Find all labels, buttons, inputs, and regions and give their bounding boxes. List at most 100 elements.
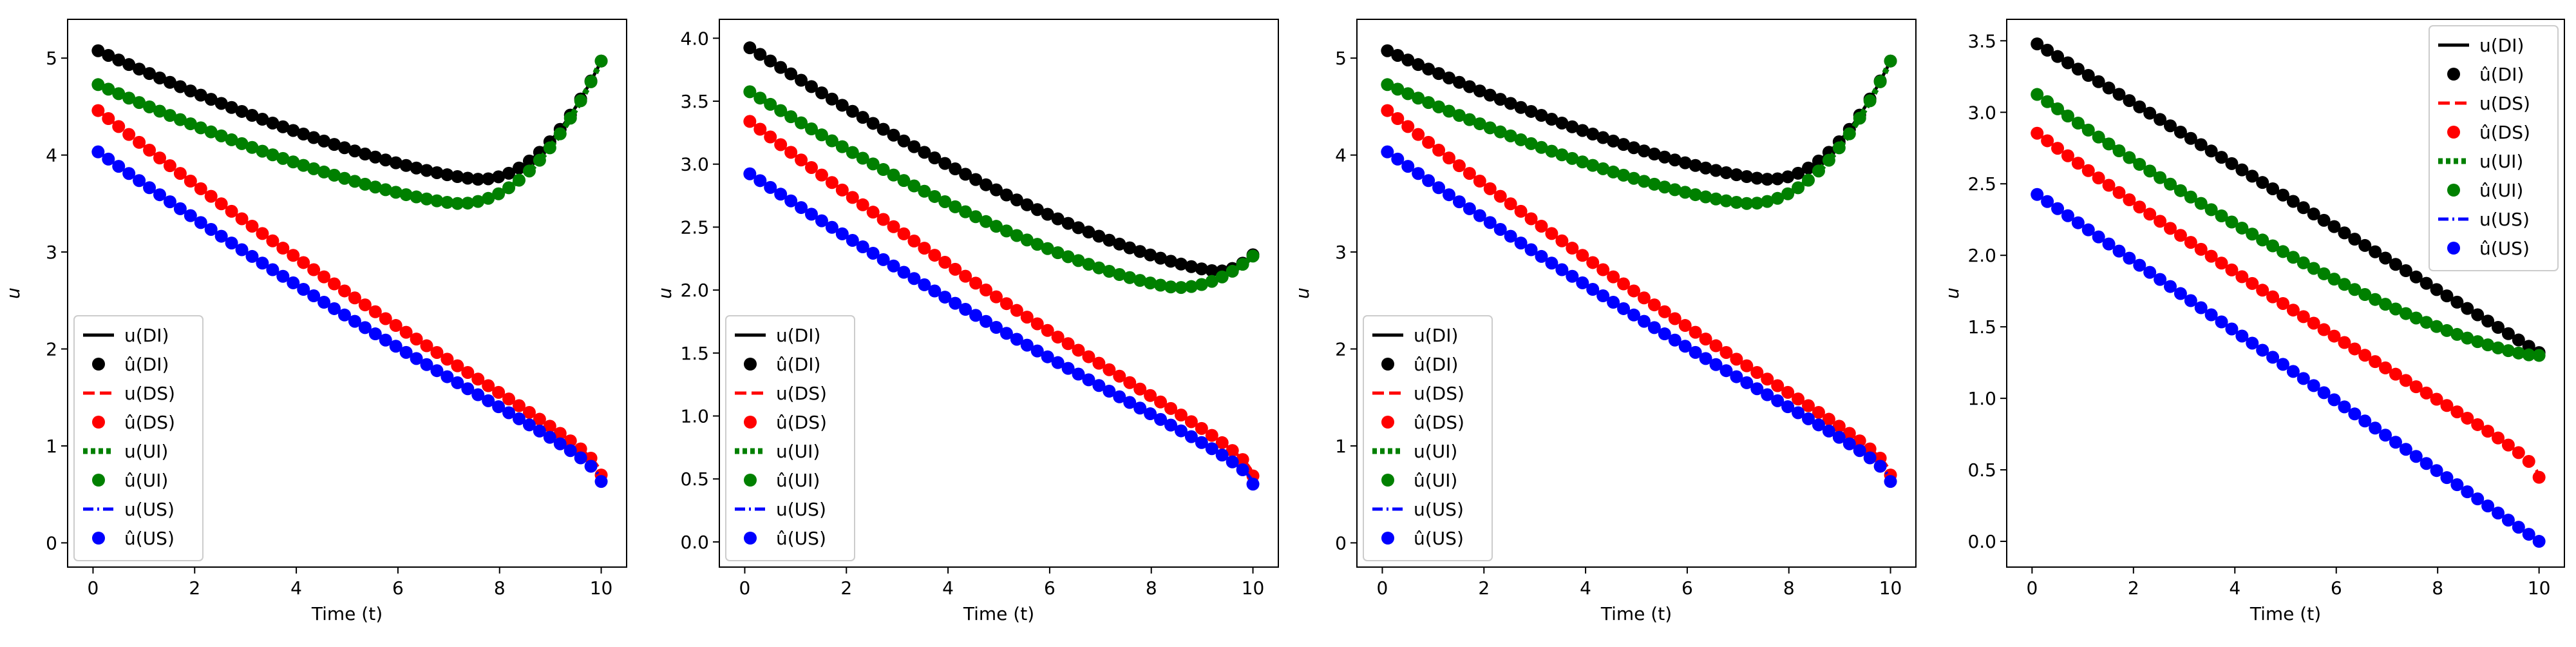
data-point-ds bbox=[764, 130, 777, 144]
data-point-us bbox=[1740, 376, 1754, 389]
x-tick-label: 4 bbox=[942, 577, 954, 599]
data-point-us bbox=[2317, 386, 2331, 400]
data-point-di bbox=[2409, 270, 2423, 284]
data-point-us bbox=[184, 209, 197, 222]
data-point-us bbox=[2420, 457, 2433, 470]
legend-marker-ds bbox=[1381, 416, 1394, 429]
data-point-di bbox=[2123, 94, 2136, 108]
data-point-ds bbox=[2123, 193, 2136, 207]
data-point-ds bbox=[1750, 365, 1764, 379]
data-point-us bbox=[1802, 412, 1815, 425]
x-tick-label: 6 bbox=[392, 577, 404, 599]
data-point-us bbox=[2307, 379, 2320, 392]
data-point-ui bbox=[307, 162, 321, 175]
data-point-ui bbox=[1802, 173, 1815, 187]
data-point-di bbox=[482, 172, 495, 186]
data-point-ds bbox=[245, 219, 259, 233]
data-point-ui bbox=[204, 125, 218, 139]
data-point-us bbox=[1545, 256, 1558, 270]
data-point-di bbox=[2133, 100, 2146, 113]
data-point-ui bbox=[2348, 283, 2362, 296]
data-point-ui bbox=[1832, 141, 1846, 155]
data-point-di bbox=[2492, 321, 2505, 334]
data-point-di bbox=[266, 116, 279, 130]
data-point-us bbox=[2532, 535, 2546, 548]
legend-marker-ui bbox=[1381, 474, 1394, 487]
data-point-us bbox=[1566, 269, 1579, 283]
data-point-ui bbox=[1452, 109, 1466, 122]
y-tick-label: 2.0 bbox=[1967, 245, 1996, 266]
data-point-di bbox=[866, 117, 880, 130]
data-point-us bbox=[410, 352, 423, 365]
data-point-ds bbox=[1566, 242, 1579, 255]
data-point-di bbox=[1586, 128, 1600, 141]
data-point-di bbox=[918, 146, 931, 159]
data-point-ds bbox=[348, 291, 361, 305]
legend-label-marker-us: û(US) bbox=[1414, 528, 1464, 549]
data-point-di bbox=[2430, 283, 2443, 296]
data-point-ds bbox=[1215, 436, 1229, 449]
data-point-di bbox=[949, 162, 962, 176]
data-point-ui bbox=[2092, 130, 2105, 144]
data-point-di bbox=[1524, 104, 1538, 118]
data-point-us bbox=[2297, 372, 2310, 385]
legend-marker-us bbox=[2447, 242, 2460, 255]
data-point-di bbox=[112, 53, 126, 67]
data-point-ui bbox=[1566, 151, 1579, 165]
data-point-ds bbox=[969, 276, 983, 290]
data-point-ds bbox=[471, 372, 485, 386]
data-point-us bbox=[897, 266, 911, 279]
data-point-us bbox=[173, 202, 187, 215]
data-point-us bbox=[2276, 358, 2289, 371]
data-point-us bbox=[1792, 406, 1805, 420]
data-point-us bbox=[1607, 296, 1620, 309]
data-point-ds bbox=[1689, 325, 1702, 339]
data-point-ds bbox=[753, 122, 767, 136]
legend-label-marker-us: û(US) bbox=[776, 528, 826, 549]
data-point-ui bbox=[399, 188, 413, 202]
data-point-ds bbox=[1133, 382, 1147, 396]
data-point-us bbox=[379, 333, 392, 347]
data-point-us bbox=[1030, 344, 1044, 358]
data-point-ui bbox=[2501, 344, 2515, 358]
data-point-us bbox=[876, 253, 890, 266]
data-point-ui bbox=[1082, 258, 1095, 271]
legend-label-marker-ui: û(UI) bbox=[124, 470, 168, 491]
data-point-us bbox=[2379, 429, 2392, 442]
data-point-ui bbox=[317, 165, 331, 179]
data-point-ui bbox=[2471, 335, 2485, 349]
data-point-us bbox=[969, 309, 983, 322]
data-point-di bbox=[1020, 198, 1034, 211]
data-point-us bbox=[276, 269, 290, 283]
legend-label-marker-ds: û(DS) bbox=[776, 412, 827, 433]
data-point-ui bbox=[846, 146, 859, 159]
data-point-ds bbox=[2522, 454, 2535, 468]
data-point-ds bbox=[1647, 298, 1661, 312]
data-point-ds bbox=[2430, 392, 2443, 406]
data-point-di bbox=[2154, 113, 2167, 126]
legend-box bbox=[1363, 315, 1493, 561]
data-point-ds bbox=[1719, 345, 1733, 359]
data-point-us bbox=[1432, 181, 1446, 195]
data-point-us bbox=[1443, 188, 1456, 202]
data-point-us bbox=[1709, 358, 1723, 371]
data-point-ui bbox=[959, 205, 972, 218]
data-point-us bbox=[594, 475, 608, 488]
data-point-ds bbox=[1443, 151, 1456, 165]
data-point-ds bbox=[1524, 212, 1538, 226]
data-point-us bbox=[2266, 351, 2280, 364]
data-point-di bbox=[389, 156, 402, 169]
data-point-ds bbox=[1658, 305, 1671, 318]
data-point-ds bbox=[784, 146, 798, 159]
data-point-ui bbox=[1133, 274, 1147, 287]
data-point-us bbox=[1010, 333, 1023, 346]
data-point-ui bbox=[2481, 338, 2495, 352]
data-point-ui bbox=[2031, 88, 2044, 101]
data-point-di bbox=[1750, 171, 1764, 185]
data-point-us bbox=[1750, 382, 1764, 396]
data-point-ds bbox=[2348, 342, 2362, 356]
data-point-di bbox=[1412, 58, 1425, 72]
data-point-ds bbox=[2492, 431, 2505, 445]
data-point-di bbox=[2256, 176, 2269, 189]
